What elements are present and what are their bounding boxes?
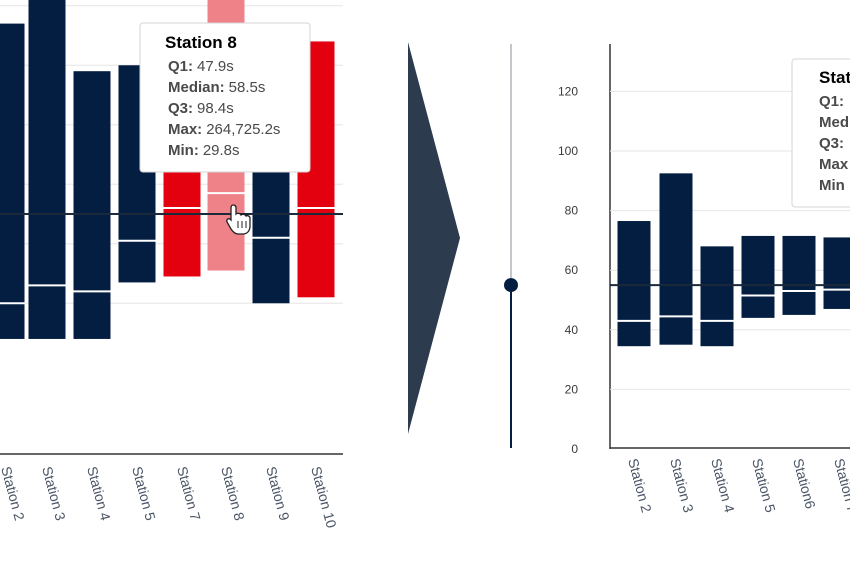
hand-pointer-icon: [226, 204, 251, 235]
right-boxplot-chart: Stat Q1: Med Q3: Max Min: [610, 58, 850, 390]
left-tooltip-title: Station 8: [165, 33, 237, 52]
x-tick-label: Station 9: [263, 465, 293, 523]
tooltip-row: Q1:: [819, 93, 844, 110]
x-tick-label: Station 2: [0, 465, 28, 523]
x-tick-label: Station 5: [749, 457, 779, 515]
slider[interactable]: [504, 44, 518, 448]
y-tick-label: 20: [565, 382, 579, 396]
right-tooltip-title: Stat: [819, 68, 850, 87]
left-tooltip-box: [139, 22, 311, 173]
right-tooltip: Stat Q1: Med Q3: Max Min: [791, 58, 850, 208]
y-tick-label: 120: [558, 84, 578, 98]
y-tick-label: 80: [565, 204, 579, 218]
left-x-axis-labels: Station 2 Station 3 Station 4 Station 5 Stat…: [0, 465, 340, 530]
tooltip-row: Min: [819, 177, 845, 194]
right-y-axis-labels: 0 20 40 60 80 100 120: [558, 84, 578, 456]
x-tick-label: Station 10: [308, 465, 340, 530]
right-tooltip-box: [791, 58, 850, 208]
right-x-axis-labels: Station 2 Station 3 Station 4 Station 5 Stat…: [625, 457, 850, 515]
slider-knob-icon[interactable]: [504, 278, 518, 293]
box-station-3[interactable]: [659, 173, 693, 345]
tooltip-row: Max: [819, 156, 849, 173]
tooltip-row: Q3:: [819, 135, 844, 152]
y-tick-label: 60: [565, 263, 579, 277]
box-station-4[interactable]: [700, 246, 734, 347]
x-tick-label: Station 3: [39, 465, 69, 523]
x-tick-label: Station 2: [625, 457, 655, 515]
x-tick-label: Station 4: [84, 465, 114, 523]
box-station-7[interactable]: [823, 237, 850, 309]
chevron-right-icon: [408, 42, 460, 434]
box-station-3[interactable]: [28, 0, 66, 339]
y-tick-label: 0: [571, 442, 578, 456]
tooltip-row: Q3: 98.4s: [168, 100, 234, 117]
tooltip-row: Max: 264,725.2s: [168, 121, 280, 138]
x-tick-label: Station 8: [218, 465, 248, 523]
tooltip-row: Median: 58.5s: [168, 79, 265, 96]
box-station-2[interactable]: [617, 221, 651, 347]
left-boxplot-chart: Station 8 Q1: 47.9s Median: 58.5s Q3: 98.4s Ma…: [0, 0, 343, 339]
tooltip-row: Q1: 47.9s: [168, 58, 234, 75]
right-boxes: [617, 173, 850, 347]
tooltip-row: Min: 29.8s: [168, 142, 240, 159]
left-tooltip: Station 8 Q1: 47.9s Median: 58.5s Q3: 98.4s Ma…: [139, 22, 311, 173]
box-station-5[interactable]: [741, 235, 775, 318]
x-tick-label: Station 3: [667, 457, 697, 515]
x-tick-label: Station 5: [129, 465, 159, 523]
box-station6[interactable]: [782, 235, 816, 315]
x-tick-label: Station6: [790, 457, 819, 511]
x-tick-label: Station 4: [708, 457, 738, 515]
tooltip-row: Med: [819, 114, 849, 131]
x-tick-label: Station 7: [174, 465, 204, 523]
y-tick-label: 100: [558, 144, 578, 158]
box-station-2[interactable]: [0, 23, 25, 339]
x-tick-label: Station 7: [831, 457, 850, 515]
box-station-4[interactable]: [73, 71, 111, 339]
y-tick-label: 40: [565, 323, 579, 337]
